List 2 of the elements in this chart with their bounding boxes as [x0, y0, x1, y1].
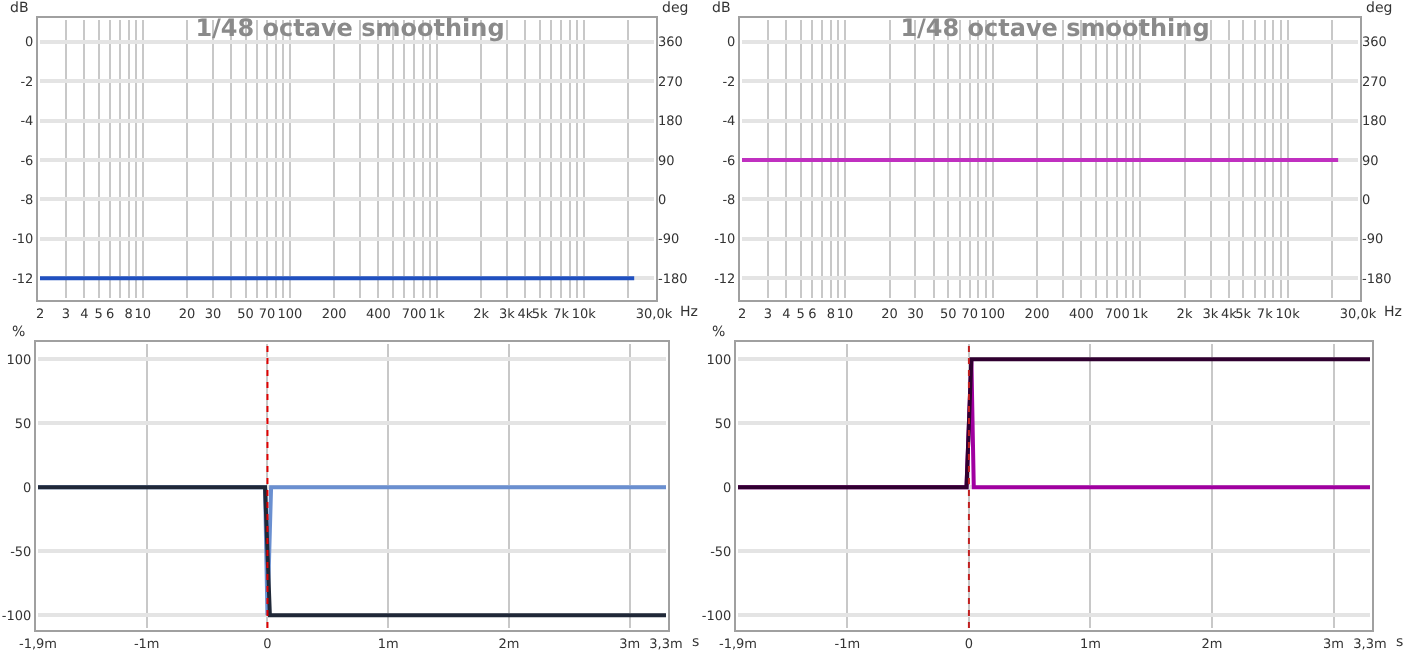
chart-title: 1/48 octave smoothing: [195, 14, 505, 43]
chart-title: 1/48 octave smoothing: [900, 14, 1210, 43]
